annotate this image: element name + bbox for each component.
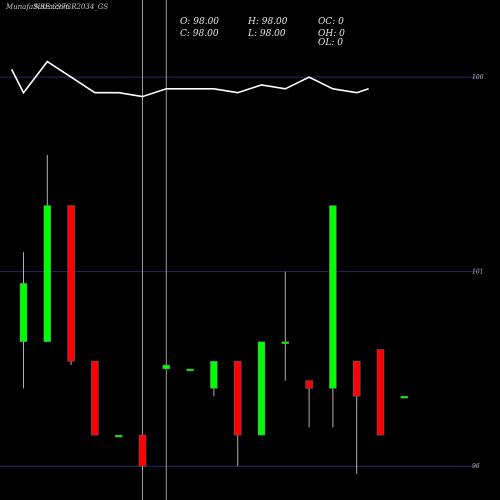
candle — [233, 360, 242, 467]
candle — [352, 360, 361, 474]
y-tick-label: 96 — [472, 463, 480, 470]
candle-body — [210, 360, 218, 389]
candle — [257, 341, 266, 436]
candle-body — [305, 380, 313, 389]
candle — [114, 434, 123, 438]
candle — [19, 252, 28, 389]
candle-body — [19, 283, 28, 342]
candle-body — [352, 360, 361, 397]
header-title: NSE 697GR2034_GS — [33, 3, 108, 11]
y-tick-label: 106 — [472, 74, 484, 81]
candle-body — [186, 368, 194, 372]
header-site: MunafaSutra.com — [5, 3, 70, 11]
candle-body — [329, 205, 337, 389]
ohlc-close: C: 98.00 — [180, 29, 219, 39]
candle-layer — [19, 154, 409, 474]
ohlc-low: L: 98.00 — [247, 29, 286, 39]
ohlc-open: O: 98.00 — [180, 17, 219, 27]
candle — [376, 349, 385, 436]
line-series — [10, 60, 369, 98]
ohlc-high: H: 98.00 — [247, 17, 288, 27]
candle — [305, 380, 313, 428]
candle-body — [233, 360, 242, 436]
ohlc-ol: OL: 0 — [318, 38, 343, 48]
candle — [67, 205, 75, 366]
candle — [329, 205, 337, 428]
line-series-layer — [10, 60, 369, 98]
candle — [281, 271, 290, 381]
candle-body — [43, 205, 52, 342]
grid-layer — [0, 76, 478, 467]
y-tick-label: 101 — [472, 269, 483, 276]
candle — [210, 360, 218, 397]
candle-body — [67, 205, 75, 362]
candle-body — [400, 395, 409, 399]
candle — [186, 368, 194, 372]
candle — [91, 360, 99, 436]
candle — [400, 395, 409, 399]
candle — [138, 434, 147, 471]
candle-body — [91, 360, 99, 436]
candle-body — [138, 434, 147, 467]
candle-body — [281, 341, 290, 344]
ohlc-oh: OH: 0 — [318, 29, 345, 39]
candle-body — [114, 434, 123, 438]
candle — [43, 154, 52, 342]
candle-body — [162, 364, 171, 370]
ohlc-oc: OC: 0 — [318, 17, 344, 27]
candle-body — [376, 349, 385, 436]
y-tick-layer: 106 101 96 — [472, 74, 484, 470]
candle — [162, 364, 171, 370]
candle-body — [257, 341, 266, 436]
vertical-marker-layer — [142, 0, 167, 500]
